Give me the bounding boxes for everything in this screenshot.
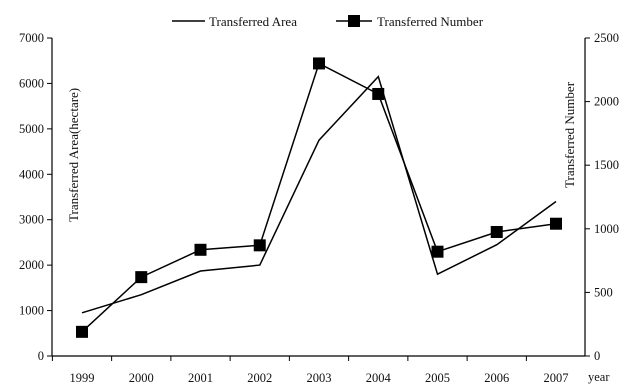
data-point-square: [253, 239, 266, 252]
x-tick-label: 2001: [188, 371, 213, 385]
axes: [51, 38, 586, 357]
x-tick-label: 2007: [544, 371, 569, 385]
series-layer: [76, 57, 562, 338]
y-left-tick-label: 1000: [19, 304, 44, 318]
data-point-square: [372, 87, 385, 100]
data-point-square: [431, 245, 444, 258]
data-point-square: [76, 325, 88, 338]
y-left-tick-label: 3000: [19, 213, 44, 227]
x-tick-label: 2005: [425, 371, 450, 385]
y-left-tick-label: 6000: [19, 76, 44, 90]
series-line-1: [81, 75, 557, 314]
y-right-tick-label: 1000: [594, 222, 619, 236]
y-right-tick-label: 1500: [594, 158, 619, 172]
y-left-tick-label: 2000: [19, 258, 44, 272]
y-left-tick-label: 7000: [19, 31, 44, 45]
y-left-tick-label: 5000: [19, 122, 44, 136]
legend: Transferred Area Transferred Number: [172, 14, 484, 29]
series-line-2: [81, 62, 557, 333]
y-left-axis-title: Transferred Area(hectare): [66, 88, 81, 222]
y-right-tick-label: 500: [594, 285, 613, 299]
y-right-tick-label: 0: [594, 349, 600, 363]
y-right-tick-label: 2000: [594, 95, 619, 109]
ticks: 0 1000 2000 3000 4000 5000 6000 7000 0 500 1000 150…: [19, 31, 619, 385]
x-tick-label: 2000: [129, 371, 154, 385]
legend-area-label: Transferred Area: [209, 14, 297, 29]
y-left-tick-label: 4000: [19, 167, 44, 181]
x-tick-label: 2004: [366, 371, 392, 385]
y-right-tick-label: 2500: [594, 31, 619, 45]
x-tick-label: 2002: [247, 371, 272, 385]
x-axis-unit-label: year: [588, 370, 610, 384]
x-tick-label: 2003: [307, 371, 332, 385]
y-right-axis-title: Transferred Number: [562, 81, 577, 188]
x-tick-label: 2006: [484, 371, 509, 385]
data-point-square: [313, 57, 325, 70]
data-point-square: [194, 243, 207, 256]
legend-number-label: Transferred Number: [377, 14, 484, 29]
y-left-tick-label: 0: [38, 349, 44, 363]
data-point-square: [490, 225, 503, 238]
data-point-square: [135, 271, 148, 284]
data-point-square: [550, 217, 562, 230]
x-tick-label: 1999: [70, 371, 95, 385]
legend-number-marker: [348, 15, 360, 27]
